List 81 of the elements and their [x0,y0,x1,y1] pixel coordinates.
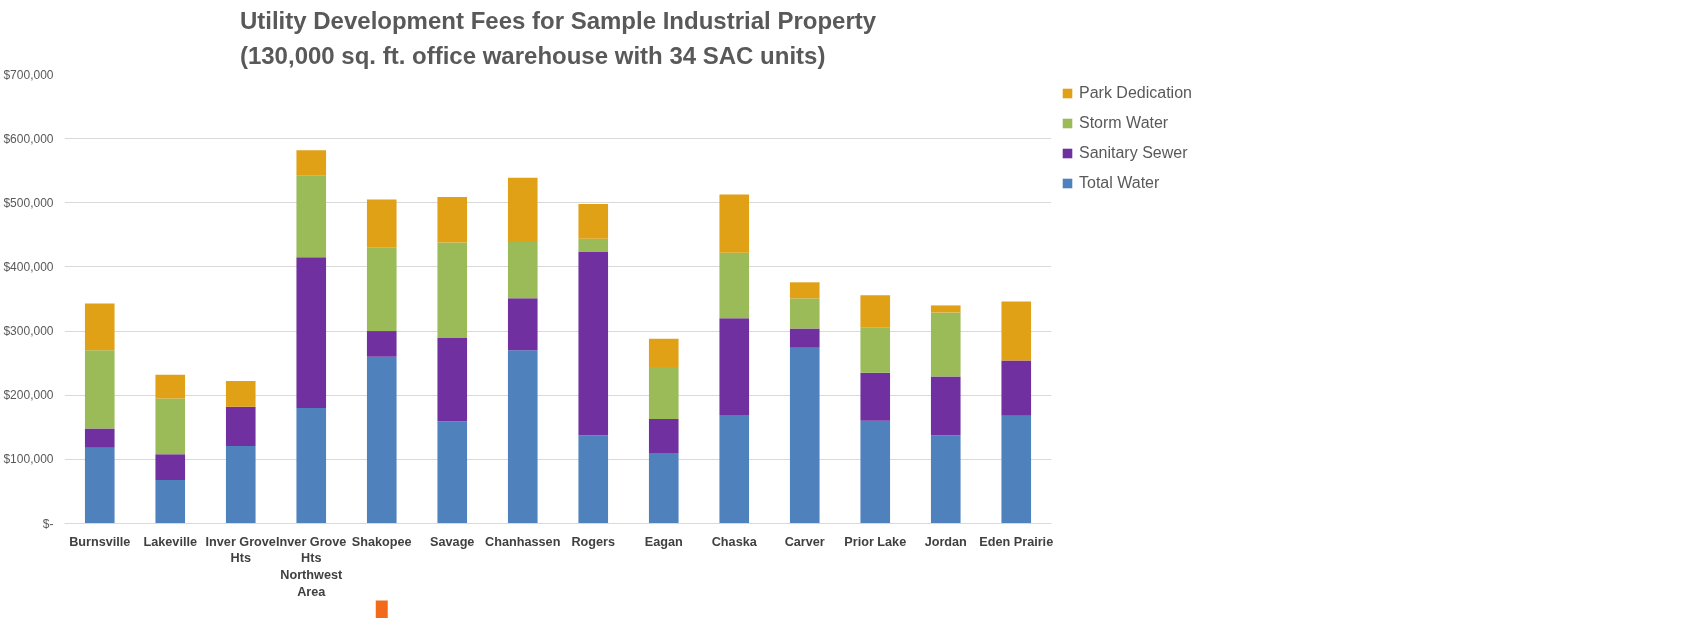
y-tick-label: $100,000 [3,452,54,467]
y-tick-label: $300,000 [3,324,54,339]
bar [366,331,397,357]
x-tick-label: Jordan [924,534,967,549]
bar [366,199,397,248]
x-tick-label: Inver Grove Hts [205,534,276,566]
bar [860,420,891,524]
bar [930,435,961,524]
bar [155,479,186,524]
x-tick-label: Chanhassen [485,534,561,549]
bar [648,418,679,453]
bar [719,252,750,319]
bar [1001,360,1032,416]
bar [366,356,397,524]
bar [84,350,115,429]
x-tick-label: Eden Prairie [979,534,1054,549]
bar [507,177,538,242]
x-tick-label: Burnsville [69,534,131,549]
bar [296,408,327,524]
bar [719,415,750,524]
x-tick-label: Eagan [644,534,683,549]
y-tick-label: $400,000 [3,259,54,274]
bar [84,447,115,524]
bar [578,238,609,252]
legend-label: Sanitary Sewer [1079,144,1188,162]
bar [789,328,820,348]
bar [437,337,468,422]
bar [578,204,609,239]
x-tick-label: Inver Grove Hts Northwest Area [276,534,347,599]
x-tick-label: Prior Lake [844,534,907,549]
x-tick-label: Carver [784,534,825,549]
bar [155,374,186,399]
bar [296,257,327,409]
y-tick-label: $700,000 [3,67,54,82]
x-tick-label: Savage [430,534,475,549]
chart-title: Utility Development Fees for Sample Industrial Property (130,000 sq. ft. office warehouse with 34 SAC units) [239,7,877,70]
bar [860,372,891,421]
bar [225,406,256,446]
bar [296,150,327,176]
bar [84,428,115,448]
bar [437,421,468,524]
y-tick-label: $200,000 [3,388,54,403]
legend-label: Storm Water [1079,114,1169,132]
bar [719,194,750,253]
bar [578,251,609,436]
bar [648,452,679,524]
bar [789,298,820,329]
bar [648,338,679,367]
bar [860,327,891,373]
bar [507,350,538,524]
bar [437,197,468,243]
bar [366,247,397,332]
bar [155,398,186,455]
bar [930,305,961,313]
bar [648,366,679,419]
bar [507,241,538,299]
bar [1001,415,1032,524]
bar [930,312,961,377]
y-tick-label: $- [42,516,54,531]
bar [719,318,750,416]
bar [860,295,891,328]
bar [507,298,538,351]
bar [296,175,327,258]
y-tick-label: $500,000 [3,195,54,210]
bar [225,445,256,524]
bar [155,454,186,480]
bar [789,282,820,299]
bar [578,435,609,524]
bar [225,381,256,407]
x-tick-label: Chaska [711,534,758,549]
bar [1001,301,1032,361]
y-tick-label: $600,000 [3,131,54,146]
x-tick-label: Rogers [571,534,616,549]
bar [437,242,468,338]
x-tick-label: Lakeville [143,534,197,549]
legend-label: Park Dedication [1079,84,1192,102]
bar [789,347,820,524]
x-tick-label: Shakopee [351,534,412,549]
bar [84,303,115,351]
bar [930,376,961,436]
legend-label: Total Water [1079,174,1160,192]
